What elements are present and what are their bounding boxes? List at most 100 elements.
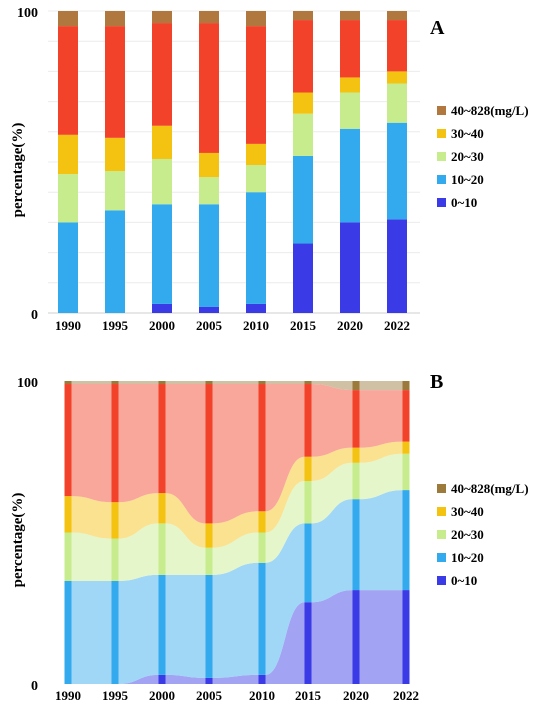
legend: 40~828(mg/L) 30~40 20~30 10~20 0~10 <box>437 481 529 588</box>
y-tick-label: 0 <box>31 308 38 323</box>
node-segment <box>111 580 119 684</box>
node-segment <box>402 590 410 684</box>
node-segment <box>402 390 410 442</box>
node-segment <box>158 523 166 575</box>
node-segment <box>304 480 312 524</box>
node-segment <box>258 381 266 385</box>
flow-band <box>265 602 305 684</box>
legend-swatch <box>437 152 446 161</box>
node-segment <box>352 462 360 500</box>
bar-segment <box>152 11 172 24</box>
bar-segment <box>152 158 172 205</box>
x-tick-label: 1995 <box>102 688 129 703</box>
node-segment <box>158 493 166 524</box>
legend-swatch <box>437 106 446 115</box>
bar-segment <box>199 152 219 178</box>
bar-segment <box>58 26 78 135</box>
node-segment <box>205 381 213 385</box>
bar-segment <box>105 137 125 172</box>
node-segment <box>64 496 72 533</box>
bar-segment <box>340 20 360 78</box>
legend-swatch <box>437 484 446 493</box>
bar-segment <box>152 125 172 159</box>
bar-segment <box>293 11 313 21</box>
flow-band <box>359 390 403 448</box>
bar-segment <box>199 177 219 205</box>
node-segment <box>205 523 213 548</box>
flow-band <box>359 490 403 591</box>
flow-band <box>165 493 206 548</box>
legend-swatch <box>437 129 446 138</box>
flow-band <box>265 456 305 533</box>
flow-band <box>311 384 353 457</box>
node-segment <box>352 390 360 448</box>
legend-swatch <box>437 175 446 184</box>
node-segment <box>304 384 312 457</box>
flow-band <box>165 674 206 684</box>
flow-band <box>212 511 259 548</box>
x-tick-label: 1990 <box>55 688 81 703</box>
bar-segment <box>293 92 313 114</box>
legend-label: 20~30 <box>451 527 484 542</box>
node-segment <box>352 381 360 391</box>
node-segment <box>64 580 72 684</box>
flow-band <box>359 453 403 500</box>
legend-label: 30~40 <box>451 504 484 519</box>
node-segment <box>205 384 213 524</box>
x-tick-label: 1990 <box>55 318 81 333</box>
node-segment <box>111 384 119 503</box>
legend-swatch <box>437 507 446 516</box>
x-tick-label: 2020 <box>337 318 363 333</box>
flow-band <box>71 532 112 581</box>
node-segment <box>352 447 360 463</box>
flow-band <box>118 381 159 385</box>
legend-label: 10~20 <box>451 550 484 565</box>
flow-band <box>311 462 353 524</box>
flow-band <box>311 590 353 684</box>
bar-segment <box>58 134 78 175</box>
node-segment <box>352 590 360 684</box>
flow-band <box>265 480 305 563</box>
node-segment <box>352 499 360 591</box>
bar-segment <box>152 23 172 126</box>
bar-segment <box>152 303 172 313</box>
bar-segment <box>387 122 407 220</box>
flow-band <box>118 384 159 503</box>
node-segment <box>304 381 312 385</box>
node-segment <box>258 532 266 563</box>
flow-band <box>212 384 259 524</box>
node-segment <box>304 602 312 684</box>
flow-band <box>311 499 353 603</box>
node-segment <box>402 381 410 391</box>
bar-segment <box>58 174 78 223</box>
bar-segment <box>152 204 172 304</box>
legend-label: 40~828(mg/L) <box>451 103 529 118</box>
x-tick-label: 2000 <box>149 318 175 333</box>
node-segment <box>205 677 213 684</box>
flow-band <box>359 441 403 463</box>
x-tick-label: 2010 <box>243 318 269 333</box>
legend: 40~828(mg/L) 30~40 20~30 10~20 0~10 <box>437 103 529 210</box>
x-tick-label: 2000 <box>149 688 175 703</box>
flow-band <box>359 590 403 684</box>
node-segment <box>64 381 72 385</box>
bar-segment <box>105 171 125 211</box>
legend-label: 30~40 <box>451 126 484 141</box>
node-segment <box>258 562 266 675</box>
bar-segment <box>293 113 313 156</box>
flow-band <box>118 493 159 539</box>
node-segment <box>258 384 266 512</box>
node-segment <box>258 511 266 533</box>
bar-segment <box>105 11 125 27</box>
bar-segment <box>199 11 219 24</box>
bar-segment <box>199 306 219 313</box>
bar-segment <box>199 204 219 307</box>
bar-segment <box>246 303 266 313</box>
flow-band <box>165 384 206 524</box>
node-segment <box>304 523 312 603</box>
bar-segment <box>340 77 360 93</box>
legend-swatch <box>437 198 446 207</box>
